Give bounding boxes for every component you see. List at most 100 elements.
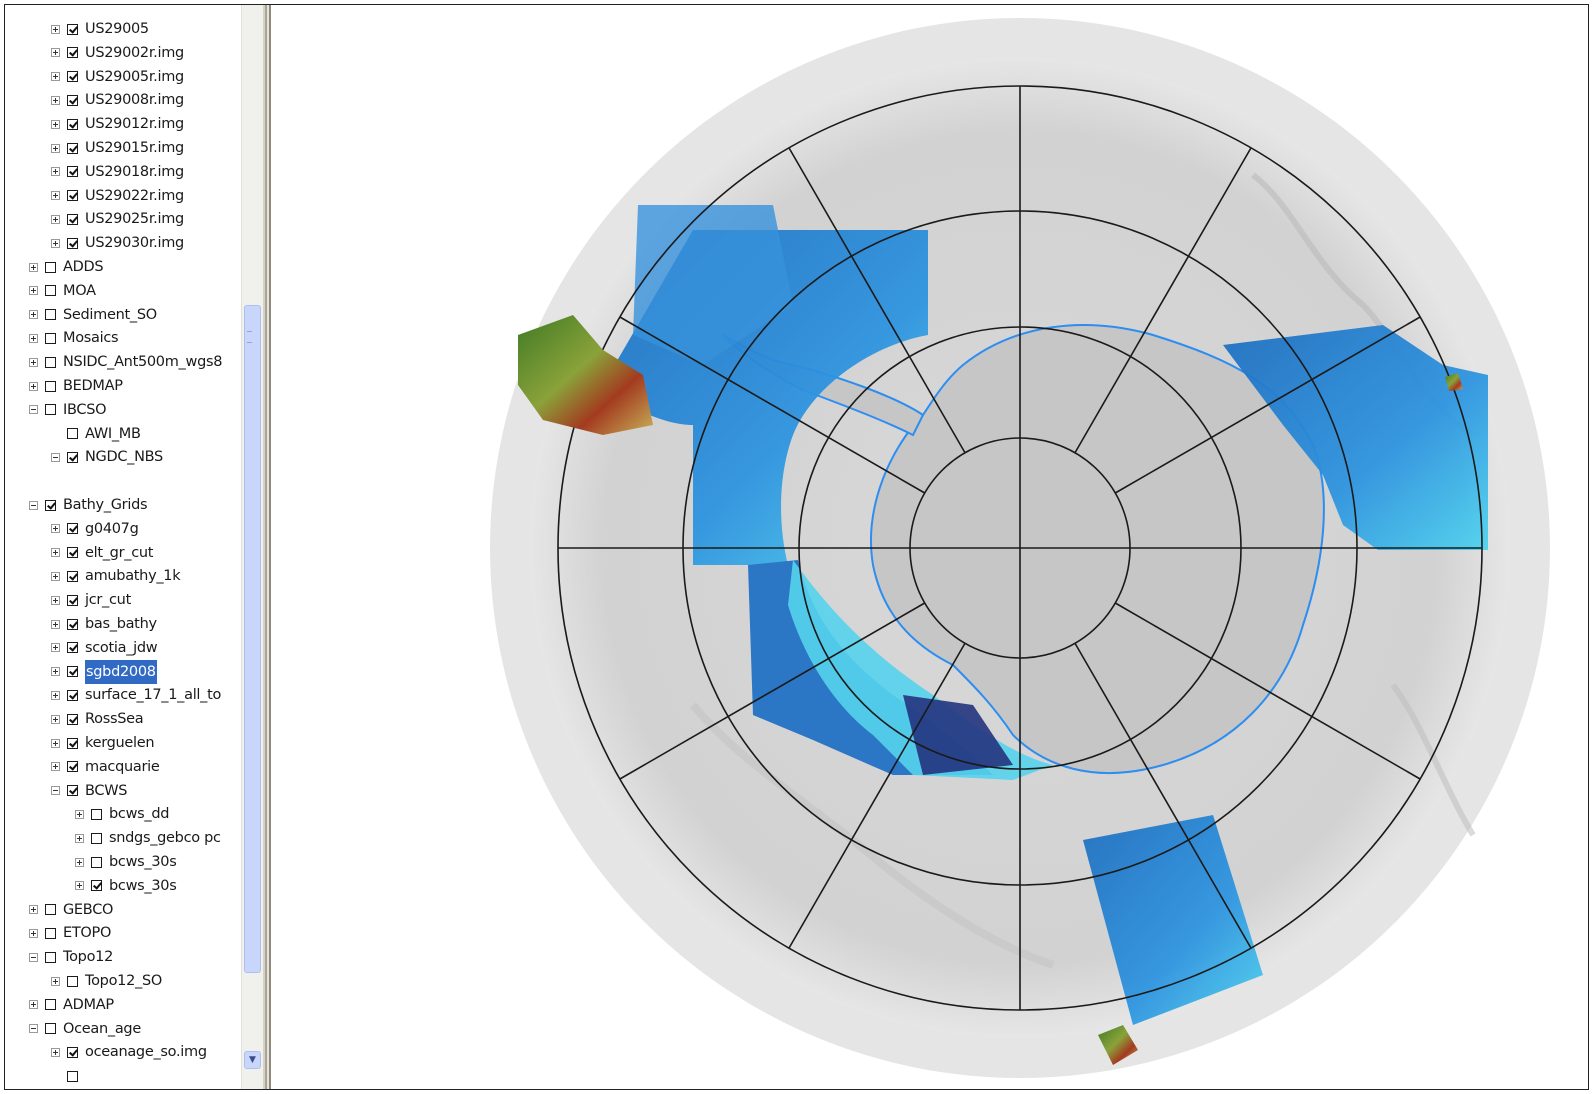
layer-visibility-checkbox[interactable] bbox=[45, 1023, 56, 1035]
expand-icon[interactable] bbox=[51, 1047, 60, 1057]
layer-label[interactable]: bcws_30s bbox=[109, 854, 177, 870]
expand-icon[interactable] bbox=[51, 214, 60, 224]
layer-item[interactable]: US29018r.img bbox=[51, 160, 184, 184]
expand-icon[interactable] bbox=[51, 119, 60, 129]
collapse-icon[interactable] bbox=[29, 500, 38, 510]
layer-visibility-checkbox[interactable] bbox=[67, 118, 78, 130]
layer-item[interactable]: US29030r.img bbox=[51, 231, 184, 255]
expand-icon[interactable] bbox=[29, 905, 38, 915]
layer-visibility-checkbox[interactable] bbox=[67, 523, 78, 535]
collapse-icon[interactable] bbox=[29, 1024, 38, 1034]
expand-icon[interactable] bbox=[29, 310, 38, 320]
layer-visibility-checkbox[interactable] bbox=[45, 904, 56, 916]
layer-label[interactable]: elt_gr_cut bbox=[85, 544, 154, 561]
layer-visibility-checkbox[interactable] bbox=[45, 499, 56, 511]
expand-icon[interactable] bbox=[51, 714, 60, 724]
layer-item[interactable]: bcws_30s bbox=[75, 850, 177, 874]
layer-visibility-checkbox[interactable] bbox=[67, 190, 78, 202]
layer-label[interactable]: US29002r.img bbox=[85, 44, 184, 61]
layer-item[interactable]: amubathy_1k bbox=[51, 564, 181, 588]
layer-item[interactable]: kerguelen bbox=[51, 731, 155, 755]
expand-icon[interactable] bbox=[51, 143, 60, 153]
expand-icon[interactable] bbox=[51, 738, 60, 748]
layer-visibility-checkbox[interactable] bbox=[67, 23, 78, 35]
expand-icon[interactable] bbox=[51, 548, 60, 558]
layer-visibility-checkbox[interactable] bbox=[91, 808, 102, 820]
layer-label[interactable]: bas_bathy bbox=[85, 616, 157, 632]
layer-item[interactable]: bcws_30s bbox=[75, 874, 177, 898]
layer-item[interactable]: Ocean_age bbox=[29, 1017, 141, 1041]
expand-icon[interactable] bbox=[51, 24, 60, 34]
layer-label[interactable]: bcws_dd bbox=[109, 806, 170, 823]
layer-label[interactable]: Mosaics bbox=[63, 330, 119, 347]
expand-icon[interactable] bbox=[51, 191, 60, 201]
collapse-icon[interactable] bbox=[51, 452, 60, 462]
collapse-icon[interactable] bbox=[51, 786, 60, 796]
layer-visibility-checkbox[interactable] bbox=[45, 999, 56, 1011]
layer-label[interactable]: AWI_MB bbox=[85, 425, 141, 442]
layer-label[interactable]: US29015r.img bbox=[85, 140, 184, 156]
expand-icon[interactable] bbox=[29, 333, 38, 343]
layer-item[interactable]: GEBCO bbox=[29, 898, 113, 922]
layer-label[interactable]: NSIDC_Ant500m_wgs8 bbox=[63, 354, 223, 371]
layer-item[interactable]: RossSea bbox=[51, 707, 144, 731]
expand-icon[interactable] bbox=[29, 262, 38, 272]
layer-label[interactable]: Topo12_SO bbox=[85, 973, 162, 989]
layer-visibility-checkbox[interactable] bbox=[45, 285, 56, 297]
expand-icon[interactable] bbox=[51, 643, 60, 653]
layer-visibility-checkbox[interactable] bbox=[67, 71, 78, 83]
layer-visibility-checkbox[interactable] bbox=[67, 47, 78, 59]
expand-icon[interactable] bbox=[75, 881, 84, 891]
layer-label[interactable]: US29030r.img bbox=[85, 235, 184, 252]
layer-visibility-checkbox[interactable] bbox=[67, 94, 78, 106]
layer-label[interactable]: US29005 bbox=[85, 21, 149, 37]
layer-visibility-checkbox[interactable] bbox=[67, 737, 78, 749]
layer-label[interactable]: US29022r.img bbox=[85, 187, 184, 204]
expand-icon[interactable] bbox=[51, 667, 60, 677]
layer-visibility-checkbox[interactable] bbox=[67, 213, 78, 225]
layer-visibility-checkbox[interactable] bbox=[45, 356, 56, 368]
layer-label[interactable]: GEBCO bbox=[63, 901, 114, 918]
layer-visibility-checkbox[interactable] bbox=[67, 142, 78, 154]
expand-icon[interactable] bbox=[51, 48, 60, 58]
layer-visibility-checkbox[interactable] bbox=[67, 547, 78, 559]
layer-item[interactable]: US29005 bbox=[51, 17, 149, 41]
expand-icon[interactable] bbox=[29, 1000, 38, 1010]
layer-label[interactable]: scotia_jdw bbox=[85, 639, 158, 656]
layer-visibility-checkbox[interactable] bbox=[67, 666, 78, 678]
layer-label[interactable]: ADMAP bbox=[63, 996, 114, 1013]
layer-item[interactable]: US29022r.img bbox=[51, 184, 184, 208]
layer-item[interactable]: bcws_dd bbox=[75, 802, 169, 826]
layer-visibility-checkbox[interactable] bbox=[91, 880, 102, 892]
pane-splitter[interactable] bbox=[263, 5, 273, 1089]
layer-item[interactable]: NSIDC_Ant500m_wgs8 bbox=[29, 350, 222, 374]
layer-item[interactable]: sgbd2008 bbox=[51, 659, 157, 684]
layer-visibility-checkbox[interactable] bbox=[67, 237, 78, 249]
layer-label[interactable]: sndgs_gebco pc bbox=[109, 830, 221, 847]
layer-label[interactable]: ETOPO bbox=[63, 925, 112, 942]
layer-label[interactable]: ADDS bbox=[63, 259, 104, 275]
layer-visibility-checkbox[interactable] bbox=[67, 166, 78, 178]
layer-visibility-checkbox[interactable] bbox=[45, 404, 56, 416]
layer-item[interactable]: US29008r.img bbox=[51, 88, 184, 112]
layer-item[interactable]: ADDS bbox=[29, 255, 104, 279]
layer-visibility-checkbox[interactable] bbox=[67, 785, 78, 797]
layer-label[interactable]: Sediment_SO bbox=[63, 306, 157, 323]
collapse-icon[interactable] bbox=[29, 405, 38, 415]
layer-visibility-checkbox[interactable] bbox=[67, 1046, 78, 1058]
layer-item[interactable] bbox=[51, 1064, 85, 1088]
layer-label[interactable]: NGDC_NBS bbox=[85, 449, 163, 466]
toc-scrollbar[interactable]: ▼ bbox=[241, 5, 264, 1089]
layer-label[interactable]: IBCSO bbox=[63, 401, 107, 418]
layer-item[interactable]: NGDC_NBS bbox=[51, 445, 163, 469]
collapse-icon[interactable] bbox=[29, 952, 38, 962]
layer-label[interactable]: Ocean_age bbox=[63, 1020, 141, 1037]
layer-item[interactable]: Bathy_Grids bbox=[29, 493, 148, 517]
layer-item[interactable]: BEDMAP bbox=[29, 374, 123, 398]
layer-item[interactable]: Mosaics bbox=[29, 326, 119, 350]
layer-label[interactable]: surface_17_1_all_to bbox=[85, 687, 222, 704]
layer-visibility-checkbox[interactable] bbox=[67, 975, 78, 987]
layer-label[interactable]: BCWS bbox=[85, 782, 128, 799]
expand-icon[interactable] bbox=[51, 238, 60, 248]
layer-visibility-checkbox[interactable] bbox=[91, 832, 102, 844]
